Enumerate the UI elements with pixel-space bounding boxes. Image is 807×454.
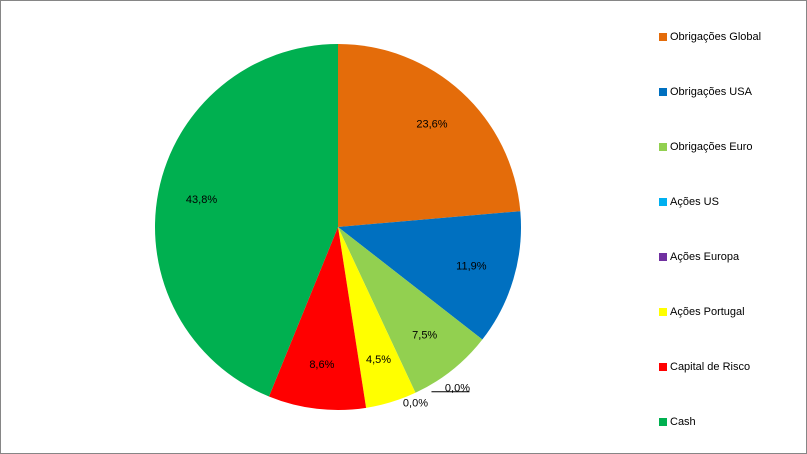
data-label: 8,6% [309,359,334,371]
data-label: 11,9% [456,260,487,272]
pie-slice [338,227,483,393]
data-label: 4,5% [366,354,391,366]
pie-slice [338,227,416,408]
legend-swatch [659,33,667,41]
data-label: 43,8% [186,194,217,206]
pie-slice [268,227,367,411]
legend-label: Capital de Risco [670,361,750,373]
data-label: 23,6% [416,118,447,130]
legend-swatch [659,308,667,316]
legend-label: Ações US [670,196,719,208]
legend-label: Cash [670,416,696,428]
legend-label: Ações Europa [670,251,740,263]
legend-swatch [659,418,667,426]
legend-swatch [659,198,667,206]
pie-slice [338,211,521,340]
legend-label: Obrigações USA [670,86,753,98]
legend-label: Obrigações Euro [670,141,753,153]
legend-swatch [659,363,667,371]
legend-swatch [659,143,667,151]
data-label: 0,0% [445,383,470,395]
legend-swatch [659,88,667,96]
pie-slice [338,44,521,227]
pie-slice [154,44,338,397]
data-label: 0,0% [403,398,428,410]
legend-label: Obrigações Global [670,31,761,43]
data-label: 7,5% [412,330,437,342]
legend-label: Ações Portugal [670,306,745,318]
legend-swatch [659,253,667,261]
